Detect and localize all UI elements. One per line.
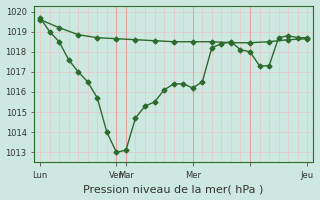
X-axis label: Pression niveau de la mer( hPa ): Pression niveau de la mer( hPa ) bbox=[84, 184, 264, 194]
